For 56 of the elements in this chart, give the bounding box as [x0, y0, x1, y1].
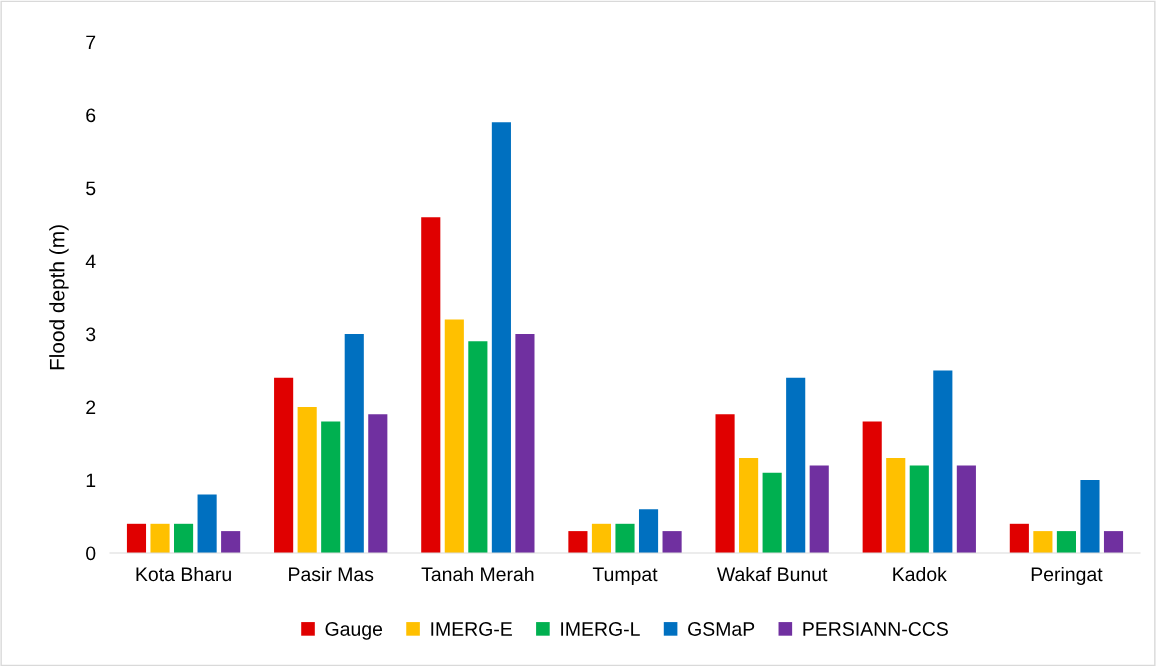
bar: [638, 509, 659, 553]
bar: [221, 531, 241, 553]
bar: [568, 531, 588, 553]
bar: [515, 334, 535, 553]
bar: [615, 523, 635, 553]
legend-label: GSMaP: [688, 622, 755, 636]
bar: [126, 523, 147, 553]
bar: [197, 494, 217, 553]
bar: [715, 414, 735, 553]
bar: [421, 217, 441, 553]
y-tick-label: 1: [86, 473, 96, 488]
bar: [1103, 531, 1124, 553]
bar: [591, 523, 612, 553]
y-tick-label: 2: [86, 400, 96, 415]
y-tick-label: 5: [86, 181, 96, 196]
x-tick-label: Kadok: [893, 566, 947, 582]
bar: [809, 465, 829, 553]
legend-label: IMERG-L: [561, 622, 640, 636]
bar: [662, 531, 682, 553]
bar: [956, 465, 976, 553]
bar: [862, 421, 882, 553]
bar: [933, 370, 953, 553]
bar: [886, 458, 906, 553]
bar: [321, 421, 341, 553]
bar: [1033, 531, 1053, 553]
x-tick-label: Wakaf Bunut: [716, 566, 828, 582]
x-tick-label: Tumpat: [592, 567, 658, 586]
y-tick-label: 3: [86, 327, 96, 342]
bar: [174, 523, 194, 553]
bar: [368, 414, 388, 553]
bar: [739, 458, 759, 553]
x-tick-label: Tanah Merah: [421, 566, 534, 582]
y-axis-title: Flood depth (m): [49, 225, 69, 370]
x-tick-label: Peringat: [1031, 566, 1103, 586]
legend-label: IMERG-E: [431, 622, 512, 636]
bar: [762, 472, 782, 553]
y-tick-label: 7: [86, 35, 96, 50]
bar: [150, 523, 170, 553]
bar: [468, 341, 488, 553]
bar: [1080, 480, 1100, 553]
x-tick-label: Pasir Mas: [289, 566, 374, 582]
bar: [1009, 523, 1029, 553]
bar: [274, 377, 294, 553]
bar: [491, 122, 511, 553]
bar: [297, 407, 317, 553]
y-tick-label: 6: [86, 108, 96, 123]
bar: [444, 319, 464, 553]
legend-label: Gauge: [325, 622, 383, 640]
bar: [1056, 531, 1076, 553]
bar: [909, 465, 929, 553]
bar: [344, 334, 364, 553]
y-tick-label: 0: [86, 546, 96, 561]
legend-label: PERSIANN-CCS: [803, 622, 948, 636]
y-tick-label: 4: [85, 254, 96, 269]
bar: [786, 377, 806, 553]
x-tick-label: Kota Bharu: [136, 566, 231, 582]
